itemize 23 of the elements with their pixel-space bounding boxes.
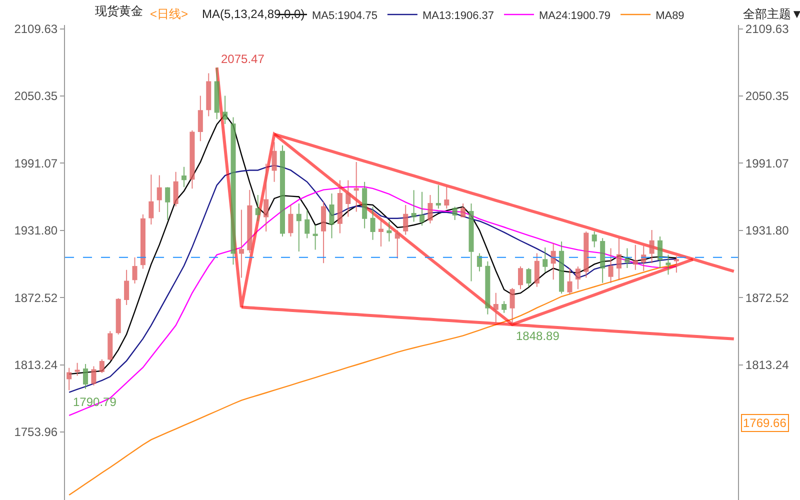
y-tick-label: 1931.80 — [14, 224, 58, 238]
legend-label: MA89 — [656, 10, 684, 22]
y-tick-label: 1872.52 — [14, 290, 58, 305]
y-tick-label: 1753.96 — [14, 425, 58, 440]
text: MA(5,13,24,89,0,0) — [202, 7, 305, 21]
chart-title: 现货黄金 — [95, 4, 143, 18]
y2-tick-label: 1872.52 — [745, 290, 790, 305]
legend-label: MA5:1904.75 — [312, 10, 378, 22]
y2-tick-label: 1991.07 — [745, 156, 790, 170]
text: 1769.66 — [743, 416, 787, 430]
y2-tick-label: 2109.63 — [745, 22, 790, 36]
y-tick-label: 1813.24 — [14, 358, 58, 372]
y2-tick-label: 2050.35 — [745, 89, 790, 104]
y2-tick-label: 1931.80 — [745, 224, 790, 238]
legend-label: MA13:1906.37 — [422, 10, 494, 22]
annotation: 2075.47 — [221, 52, 265, 66]
y-tick-label: 2109.63 — [14, 22, 58, 36]
y-tick-label: 1991.07 — [14, 156, 58, 170]
y-tick-label: 2050.35 — [14, 89, 58, 104]
y2-tick-label: 1813.24 — [745, 358, 790, 372]
legend-label: MA24:1900.79 — [539, 10, 611, 22]
annotation: 1848.89 — [516, 329, 560, 343]
chart-subtitle: <日线> — [150, 7, 188, 21]
